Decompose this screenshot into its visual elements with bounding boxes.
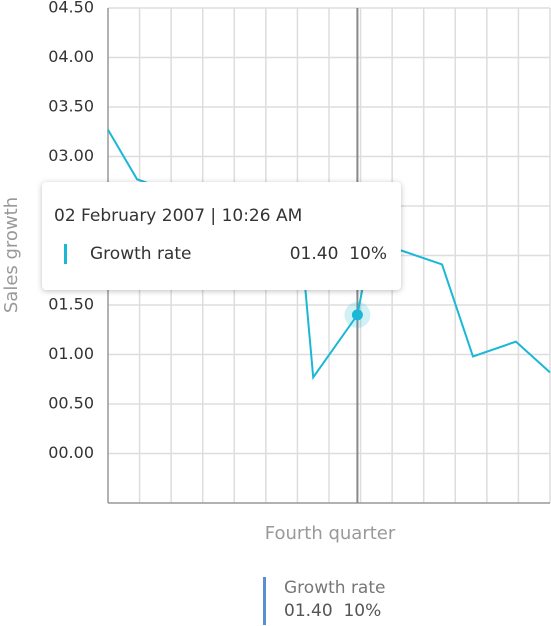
- y-axis-label: Sales growth: [1, 197, 22, 313]
- hover-point: [351, 309, 363, 321]
- y-tick-label: 03.50: [48, 97, 94, 116]
- y-tick-label: 00.00: [48, 443, 94, 462]
- legend-name: Growth rate: [284, 578, 386, 598]
- y-tick-label: 03.00: [48, 146, 94, 165]
- legend-values: 01.40 10%: [284, 599, 385, 623]
- tooltip: 02 February 2007 | 10:26 AM Growth rate …: [42, 182, 401, 290]
- tooltip-values: 01.40 10%: [290, 244, 387, 264]
- y-tick-label: 01.50: [48, 295, 94, 314]
- x-axis-label: Fourth quarter: [265, 523, 396, 544]
- y-tick-label: 01.00: [48, 344, 94, 363]
- tooltip-date: 02 February 2007 | 10:26 AM: [54, 206, 303, 226]
- y-tick-label: 04.00: [48, 47, 94, 66]
- tooltip-change: 10%: [349, 244, 387, 264]
- tooltip-series: Growth rate: [90, 244, 192, 264]
- legend-value: 01.40: [284, 601, 333, 621]
- legend-change: 10%: [343, 601, 382, 621]
- tooltip-swatch: [64, 244, 67, 264]
- y-tick-label: 00.50: [48, 394, 94, 413]
- legend: Growth rate 01.40 10%: [263, 577, 385, 625]
- y-tick-label: 04.50: [48, 0, 94, 17]
- tooltip-value: 01.40: [289, 244, 339, 264]
